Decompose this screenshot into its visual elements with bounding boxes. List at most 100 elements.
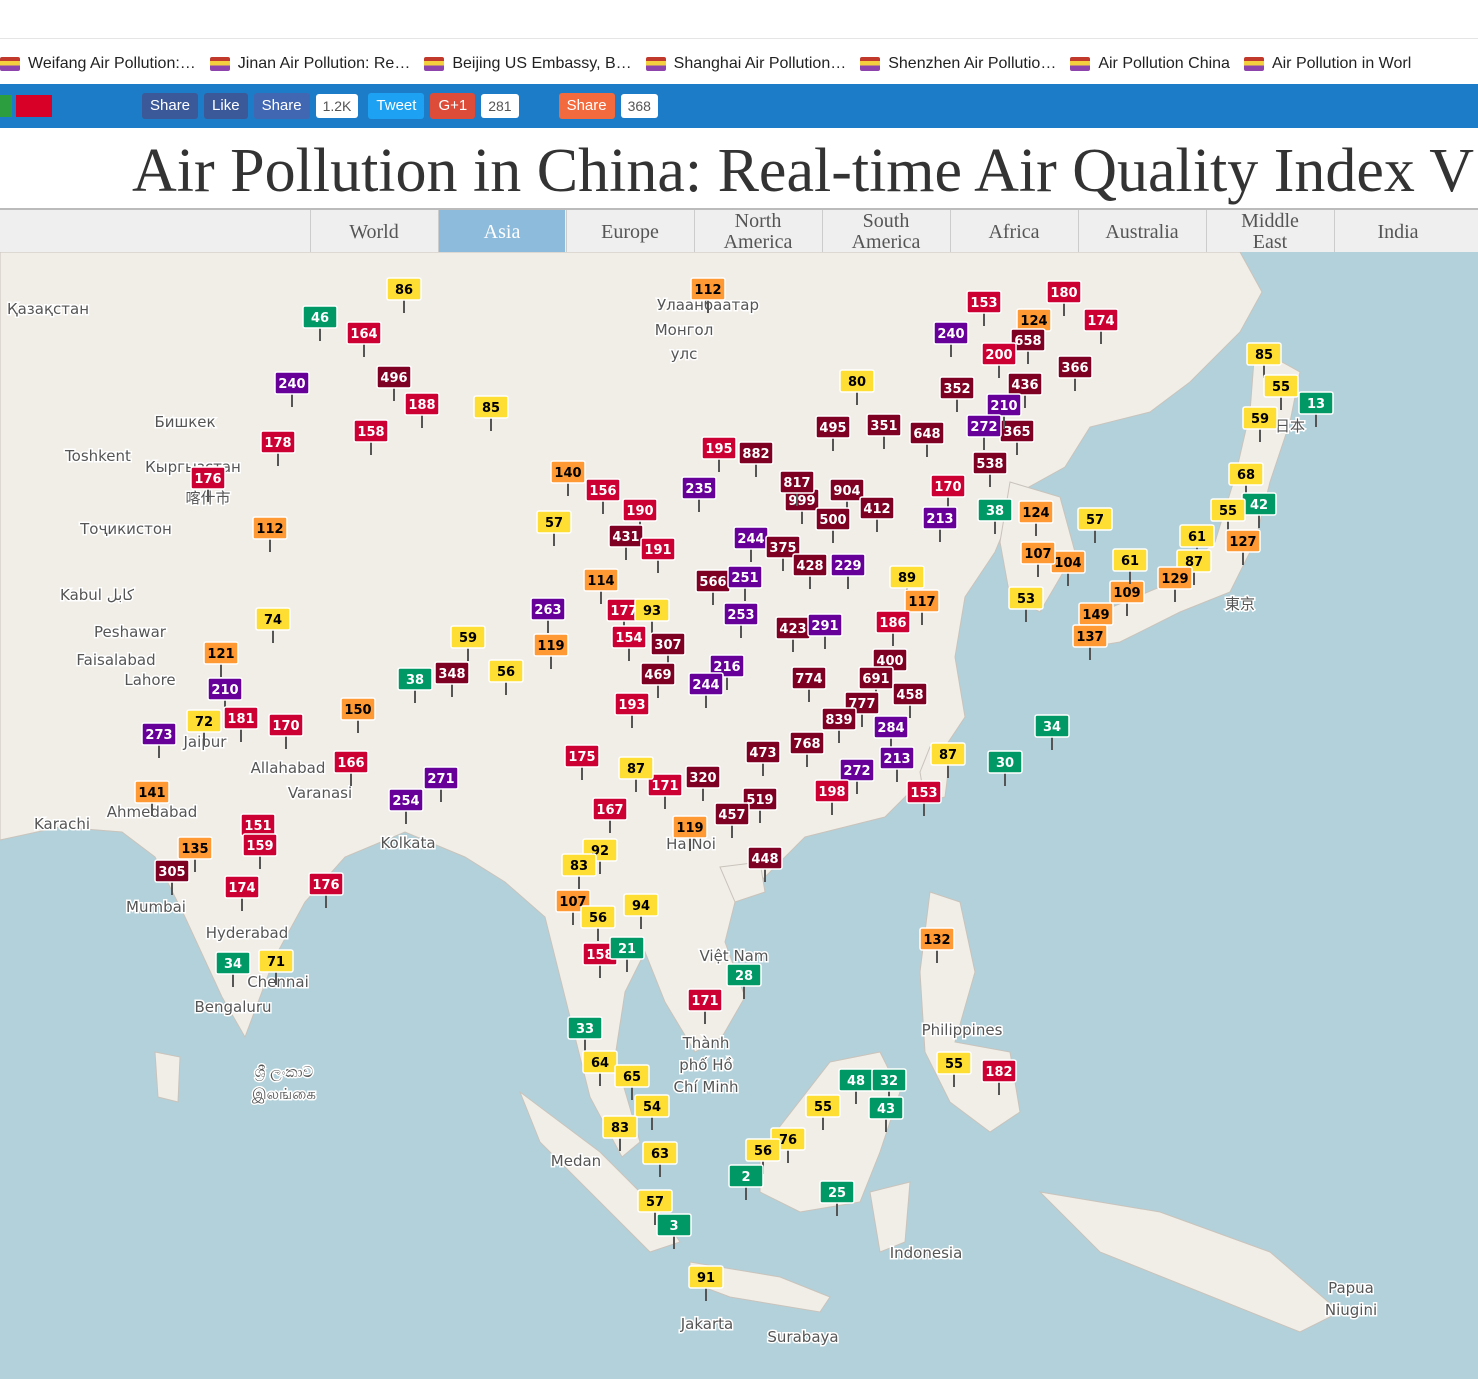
aqi-station[interactable]: 271 <box>423 766 459 802</box>
share-button[interactable]: Tweet <box>368 93 425 119</box>
aqi-station[interactable]: 34 <box>215 951 251 987</box>
aqi-station[interactable]: 83 <box>602 1115 638 1151</box>
aqi-station[interactable]: 2 <box>728 1164 764 1200</box>
aqi-station[interactable]: 191 <box>640 537 676 573</box>
aqi-station[interactable]: 25 <box>819 1180 855 1216</box>
aqi-station[interactable]: 188 <box>404 392 440 428</box>
aqi-station[interactable]: 57 <box>1077 507 1113 543</box>
aqi-station[interactable]: 240 <box>274 371 310 407</box>
aqi-station[interactable]: 109 <box>1109 580 1145 616</box>
aqi-station[interactable]: 53 <box>1008 586 1044 622</box>
share-button[interactable]: G+1 <box>430 93 476 119</box>
aqi-station[interactable]: 178 <box>260 430 296 466</box>
aqi-station[interactable]: 137 <box>1072 624 1108 660</box>
aqi-station[interactable]: 431 <box>608 524 644 560</box>
aqi-station[interactable]: 240 <box>933 321 969 357</box>
aqi-station[interactable]: 114 <box>583 568 619 604</box>
region-tab[interactable]: World <box>310 210 437 254</box>
aqi-station[interactable]: 658 <box>1010 328 1046 364</box>
aqi-station[interactable]: 210 <box>986 393 1022 429</box>
aqi-station[interactable]: 198 <box>814 779 850 815</box>
share-button[interactable]: Share <box>142 93 199 119</box>
aqi-station[interactable]: 140 <box>550 460 586 496</box>
aqi-station[interactable]: 253 <box>723 602 759 638</box>
aqi-station[interactable]: 153 <box>966 290 1002 326</box>
aqi-station[interactable]: 839 <box>821 707 857 743</box>
aqi-station[interactable]: 181 <box>223 706 259 742</box>
aqi-station[interactable]: 176 <box>190 466 226 502</box>
aqi-station[interactable]: 91 <box>688 1265 724 1301</box>
aqi-station[interactable]: 56 <box>580 905 616 941</box>
region-tab[interactable]: Asia <box>438 210 565 254</box>
aqi-station[interactable]: 55 <box>1263 374 1299 410</box>
aqi-station[interactable]: 54 <box>634 1094 670 1130</box>
aqi-station[interactable]: 351 <box>866 413 902 449</box>
aqi-station[interactable]: 273 <box>141 722 177 758</box>
aqi-station[interactable]: 186 <box>875 610 911 646</box>
aqi-station[interactable]: 33 <box>567 1016 603 1052</box>
region-tab[interactable]: North America <box>694 210 821 254</box>
aqi-station[interactable]: 320 <box>685 765 721 801</box>
aqi-station[interactable]: 55 <box>1210 498 1246 534</box>
aqi-station[interactable]: 229 <box>830 553 866 589</box>
aqi-station[interactable]: 13 <box>1298 391 1334 427</box>
share-button[interactable]: Like <box>204 93 248 119</box>
aqi-station[interactable]: 150 <box>340 697 376 733</box>
aqi-station[interactable]: 177 <box>606 598 642 634</box>
aqi-station[interactable]: 71 <box>258 949 294 985</box>
aqi-station[interactable]: 149 <box>1078 602 1114 638</box>
aqi-station[interactable]: 213 <box>922 506 958 542</box>
aqi-station[interactable]: 89 <box>889 565 925 601</box>
bookmark[interactable]: Air Pollution China <box>1070 55 1230 73</box>
aqi-station[interactable]: 307 <box>650 632 686 668</box>
aqi-station[interactable]: 42 <box>1241 492 1277 528</box>
aqi-station[interactable]: 166 <box>333 750 369 786</box>
aqi-station[interactable]: 83 <box>561 853 597 889</box>
bookmark[interactable]: Beijing US Embassy, B… <box>424 55 632 73</box>
aqi-station[interactable]: 72 <box>186 709 222 745</box>
aqi-station[interactable]: 112 <box>690 277 726 313</box>
aqi-station[interactable]: 538 <box>972 451 1008 487</box>
aqi-station[interactable]: 21 <box>609 936 645 972</box>
aqi-station[interactable]: 519 <box>742 787 778 823</box>
aqi-station[interactable]: 175 <box>564 744 600 780</box>
aqi-station[interactable]: 59 <box>450 625 486 661</box>
aqi-station[interactable]: 436 <box>1007 372 1043 408</box>
aqi-station[interactable]: 495 <box>815 415 851 451</box>
aqi-station[interactable]: 774 <box>791 666 827 702</box>
aqi-station[interactable]: 43 <box>868 1096 904 1132</box>
aqi-station[interactable]: 38 <box>977 498 1013 534</box>
aqi-station[interactable]: 159 <box>242 833 278 869</box>
region-tab[interactable]: Australia <box>1078 210 1205 254</box>
aqi-station[interactable]: 63 <box>642 1141 678 1177</box>
aqi-station[interactable]: 448 <box>747 846 783 882</box>
aqi-station[interactable]: 65 <box>614 1064 650 1100</box>
aqi-station[interactable]: 272 <box>966 414 1002 450</box>
aqi-station[interactable]: 80 <box>839 369 875 405</box>
aqi-station[interactable]: 87 <box>930 742 966 778</box>
aqi-station[interactable]: 882 <box>738 441 774 477</box>
aqi-station[interactable]: 244 <box>688 672 724 708</box>
aqi-station[interactable]: 164 <box>346 321 382 357</box>
aqi-station[interactable]: 119 <box>533 633 569 669</box>
aqi-station[interactable]: 235 <box>681 476 717 512</box>
aqi-station[interactable]: 352 <box>939 376 975 412</box>
aqi-station[interactable]: 59 <box>1242 406 1278 442</box>
aqi-station[interactable]: 375 <box>765 535 801 571</box>
aqi-station[interactable]: 56 <box>488 659 524 695</box>
bookmark[interactable]: Jinan Air Pollution: Re… <box>209 55 410 73</box>
aqi-station[interactable]: 141 <box>134 780 170 816</box>
aqi-station[interactable]: 93 <box>634 598 670 634</box>
aqi-station[interactable]: 457 <box>714 802 750 838</box>
region-tab[interactable]: Europe <box>566 210 693 254</box>
aqi-station[interactable]: 117 <box>904 589 940 625</box>
aqi-station[interactable]: 135 <box>177 836 213 872</box>
region-tab[interactable]: India <box>1334 210 1461 254</box>
aqi-station[interactable]: 904 <box>829 478 865 514</box>
aqi-station[interactable]: 473 <box>745 740 781 776</box>
aqi-station[interactable]: 200 <box>981 342 1017 378</box>
aqi-station[interactable]: 30 <box>987 750 1023 786</box>
region-tab[interactable]: Middle East <box>1206 210 1333 254</box>
aqi-station[interactable]: 412 <box>859 496 895 532</box>
aqi-station[interactable]: 182 <box>981 1059 1017 1095</box>
